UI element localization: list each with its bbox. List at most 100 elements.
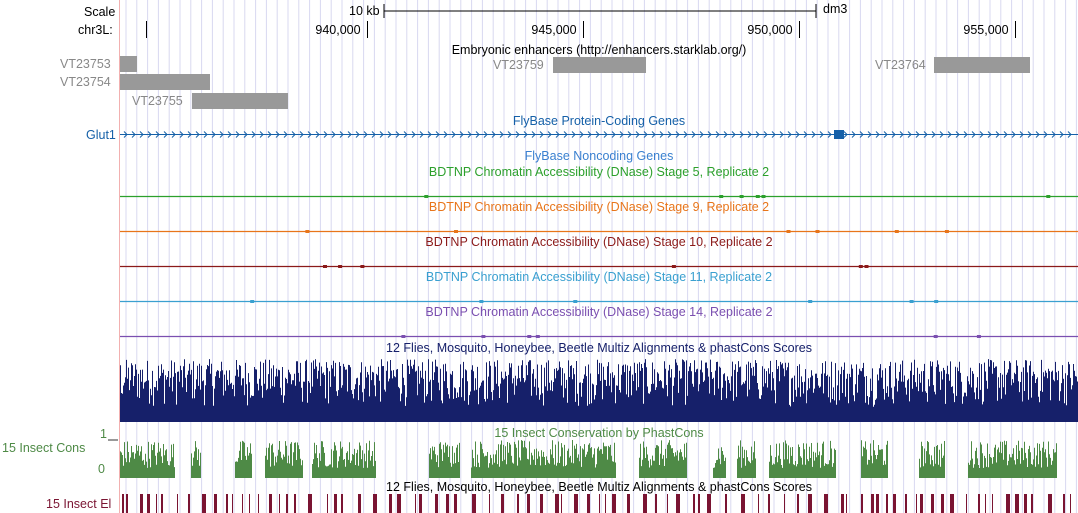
strand-arrow	[651, 131, 656, 138]
conserved-element	[612, 494, 616, 513]
conserved-element	[202, 494, 206, 513]
strand-arrow	[619, 131, 624, 138]
strand-arrow	[299, 131, 304, 138]
strand-arrow	[443, 131, 448, 138]
dnase-stage10-title[interactable]: BDTNP Chromatin Accessibility (DNase) St…	[425, 235, 773, 249]
enhancer-feature[interactable]	[120, 56, 137, 72]
strand-arrow	[707, 131, 712, 138]
strand-arrow	[355, 131, 360, 138]
conserved-element	[1031, 494, 1033, 513]
dnase-stage11-title[interactable]: BDTNP Chromatin Accessibility (DNase) St…	[425, 270, 773, 284]
conserved-element	[286, 494, 288, 513]
strand-arrow	[699, 131, 704, 138]
conserved-element	[841, 494, 844, 513]
elements-track-title[interactable]: 12 Flies, Mosquito, Honeybee, Beetle Mul…	[386, 480, 812, 494]
conserved-element	[419, 494, 422, 513]
position-940000: 940,000	[315, 23, 361, 37]
conserved-element	[931, 494, 934, 513]
strand-arrow	[907, 131, 912, 138]
conserved-element	[1063, 494, 1065, 513]
dnase-stage14-title[interactable]: BDTNP Chromatin Accessibility (DNase) St…	[425, 305, 773, 319]
strand-arrow	[451, 131, 456, 138]
strand-arrow	[843, 131, 848, 138]
strand-arrow	[131, 131, 136, 138]
strand-arrow	[491, 131, 496, 138]
strand-arrow	[547, 131, 552, 138]
noncoding-track-title[interactable]: FlyBase Noncoding Genes	[524, 149, 674, 163]
conserved-element	[725, 494, 727, 513]
strand-arrow	[891, 131, 896, 138]
scale-bar-text: 10 kb	[349, 4, 380, 18]
dnase-stage9-title[interactable]: BDTNP Chromatin Accessibility (DNase) St…	[428, 200, 770, 214]
strand-arrow	[179, 131, 184, 138]
feature-label: VT23753	[60, 57, 111, 71]
strand-arrow	[347, 131, 352, 138]
strand-arrow	[1059, 131, 1064, 138]
gene-name-glut1[interactable]: Glut1	[86, 128, 116, 142]
enhancers-track-title[interactable]: Embryonic enhancers (http://enhancers.st…	[451, 43, 747, 57]
strand-arrow	[331, 131, 336, 138]
strand-arrow	[387, 131, 392, 138]
conserved-element	[966, 494, 967, 513]
enhancer-feature[interactable]	[120, 74, 210, 90]
conserved-element	[177, 494, 178, 513]
elements-side-label[interactable]: 15 Insect El	[46, 497, 112, 511]
strand-arrow	[211, 131, 216, 138]
position-945000: 945,000	[531, 23, 577, 37]
position-955000: 955,000	[963, 23, 1009, 37]
strand-arrow	[787, 131, 792, 138]
strand-arrow	[395, 131, 400, 138]
strand-arrow	[683, 131, 688, 138]
conserved-element	[188, 494, 190, 513]
conserved-element	[1024, 494, 1027, 513]
enhancer-feature[interactable]	[934, 57, 1030, 73]
enhancer-feature[interactable]	[192, 93, 288, 109]
conserved-element	[397, 494, 401, 513]
strand-arrow	[251, 131, 256, 138]
strand-arrow	[155, 131, 160, 138]
coding-track-title[interactable]: FlyBase Protein-Coding Genes	[512, 114, 686, 128]
strand-arrow	[667, 131, 672, 138]
multiz-conservation-wiggle	[120, 359, 1078, 422]
cons-bars	[120, 440, 1057, 478]
strand-arrow	[539, 131, 544, 138]
strand-arrow	[459, 131, 464, 138]
strand-arrow	[979, 131, 984, 138]
multiz-bars	[120, 359, 1078, 422]
conserved-element	[824, 494, 828, 513]
conserved-element	[599, 494, 600, 513]
strand-arrow	[1011, 131, 1016, 138]
enhancer-feature[interactable]	[553, 57, 646, 73]
strand-arrow	[507, 131, 512, 138]
cons-side-label[interactable]: 15 Insect Cons	[2, 441, 86, 455]
strand-arrow	[875, 131, 880, 138]
feature-label: VT23755	[132, 94, 183, 108]
strand-arrow	[1051, 131, 1056, 138]
strand-arrow	[523, 131, 528, 138]
strand-arrow	[955, 131, 960, 138]
conserved-element	[308, 494, 312, 513]
conserved-element	[269, 494, 272, 513]
conserved-element	[985, 494, 986, 513]
strand-arrow	[819, 131, 824, 138]
conserved-element	[140, 494, 143, 513]
strand-arrow	[931, 131, 936, 138]
conserved-element	[1070, 494, 1071, 513]
strand-arrow	[227, 131, 232, 138]
conserved-element	[1015, 494, 1019, 513]
strand-arrow	[587, 131, 592, 138]
strand-arrow	[283, 131, 288, 138]
multiz-track-title[interactable]: 12 Flies, Mosquito, Honeybee, Beetle Mul…	[386, 341, 812, 355]
dnase-stage5-title[interactable]: BDTNP Chromatin Accessibility (DNase) St…	[428, 165, 770, 179]
strand-arrow	[307, 131, 312, 138]
conserved-element	[574, 494, 578, 513]
cons-track-title[interactable]: 15 Insect Conservation by PhastCons	[494, 426, 704, 440]
conserved-element	[373, 494, 377, 513]
conserved-element	[871, 494, 874, 513]
conserved-element	[978, 494, 980, 513]
strand-arrow	[747, 131, 752, 138]
strand-arrow	[339, 131, 344, 138]
conserved-element	[126, 494, 128, 513]
